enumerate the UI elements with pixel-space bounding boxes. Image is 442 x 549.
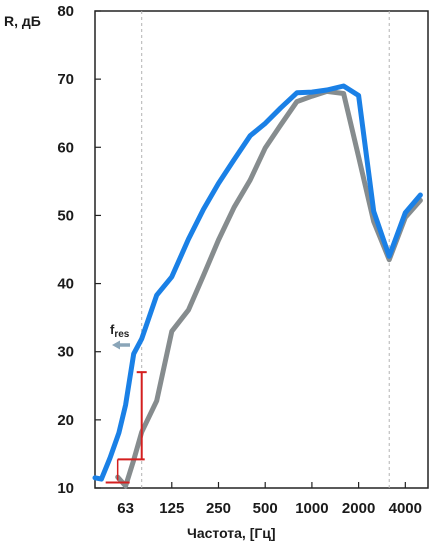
- y-tick-label-6: 70: [57, 71, 74, 88]
- x-tick-label-1: 125: [159, 500, 184, 517]
- x-tick-label-0: 63: [117, 500, 134, 517]
- x-axis-label: Частота, [Гц]: [187, 525, 276, 541]
- y-tick-label-2: 30: [57, 344, 74, 361]
- series-line-1: [92, 83, 423, 482]
- x-tick-label-3: 500: [253, 500, 278, 517]
- x-tick-label-5: 2000: [342, 500, 375, 517]
- y-axis-label: R, дБ: [4, 13, 41, 29]
- fres-annotation: fres: [110, 322, 130, 350]
- fres-label-sub: res: [114, 329, 129, 340]
- fres-label: fres: [110, 322, 130, 340]
- x-tick-label-4: 1000: [295, 500, 328, 517]
- y-tick-label-7: 80: [57, 3, 74, 20]
- fres-arrow: [112, 340, 130, 350]
- y-tick-labels: 10 20 30 40 50 60 70 80: [57, 3, 74, 497]
- y-tick-label-5: 60: [57, 139, 74, 156]
- y-tick-label-4: 50: [57, 207, 74, 224]
- x-tick-labels: 63 125 250 500 1000 2000 4000: [117, 500, 422, 517]
- fres-marker: [105, 371, 147, 484]
- series-line-2: [115, 88, 423, 489]
- y-tick-label-0: 10: [57, 480, 74, 497]
- x-tick-label-6: 4000: [389, 500, 422, 517]
- series-layer: [92, 83, 423, 489]
- plot-area: [94, 10, 429, 489]
- fres-label-f: f: [110, 322, 115, 337]
- y-tick-label-1: 20: [57, 412, 74, 429]
- x-tick-label-2: 250: [206, 500, 231, 517]
- y-tick-label-3: 40: [57, 276, 74, 293]
